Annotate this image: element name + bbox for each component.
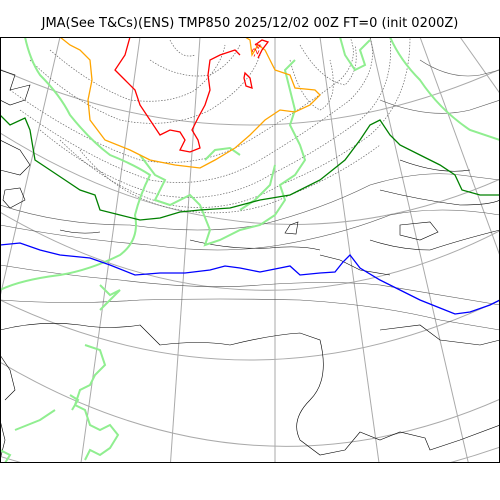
longitude-line bbox=[80, 37, 141, 463]
light-green-isotherms bbox=[0, 37, 500, 463]
map-title: JMA(See T&Cs)(ENS) TMP850 2025/12/02 00Z… bbox=[41, 16, 459, 31]
longitude-line bbox=[319, 37, 380, 463]
orange-isotherm bbox=[59, 37, 321, 169]
thin-isotherms bbox=[0, 59, 500, 331]
longitude-line bbox=[419, 37, 500, 258]
blue-isotherm bbox=[0, 242, 500, 315]
map-background bbox=[0, 37, 500, 463]
dark-green-isotherm bbox=[0, 114, 500, 221]
longitude-line bbox=[169, 37, 201, 463]
latitude-line bbox=[0, 361, 500, 447]
latitude-line bbox=[0, 211, 500, 291]
graticule bbox=[0, 37, 500, 463]
map-frame: -24 bbox=[0, 37, 500, 463]
latitude-line bbox=[0, 132, 500, 225]
red-isotherm bbox=[114, 37, 270, 153]
longitude-line bbox=[459, 37, 500, 95]
coastlines bbox=[0, 69, 500, 461]
longitude-line bbox=[369, 37, 469, 463]
longitude-line bbox=[0, 37, 61, 300]
